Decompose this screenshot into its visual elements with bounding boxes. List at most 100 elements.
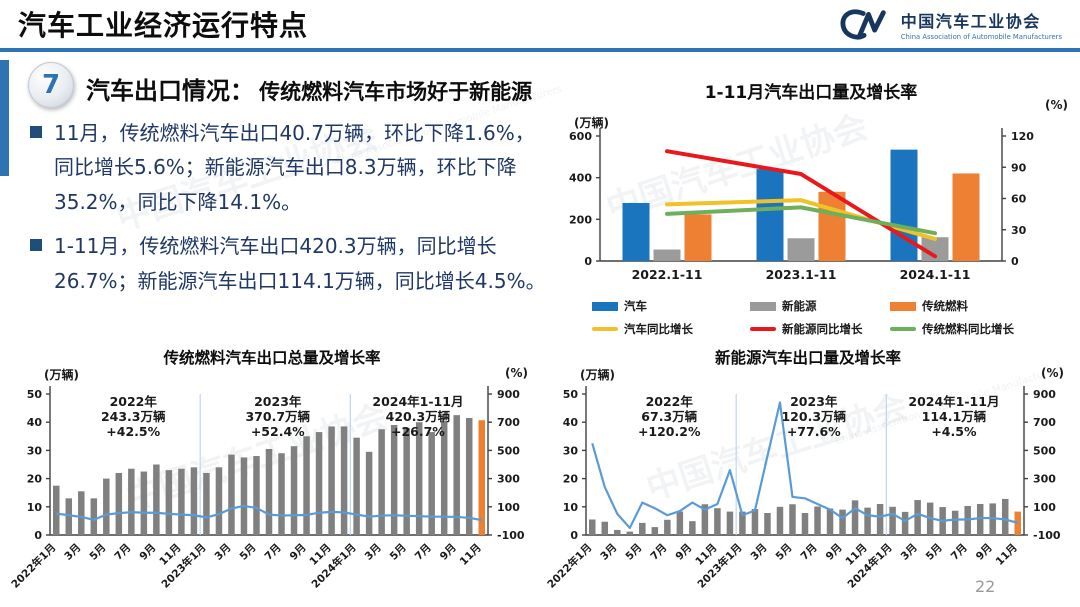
svg-text:20: 20	[563, 473, 579, 486]
svg-text:100: 100	[497, 501, 520, 514]
svg-text:50: 50	[563, 388, 579, 401]
bar	[589, 519, 596, 535]
svg-text:7月: 7月	[263, 542, 284, 563]
left-accent-stripe	[0, 60, 9, 176]
svg-text:+26.7%: +26.7%	[391, 424, 445, 439]
svg-text:7月: 7月	[112, 542, 133, 563]
bar	[914, 500, 921, 535]
bar	[428, 432, 435, 535]
bar	[921, 237, 949, 261]
bar	[78, 491, 85, 535]
bullet-item: 1-11月，传统燃料汽车出口420.3万辆，同比增长26.7%；新能源汽车出口1…	[30, 229, 546, 298]
bar	[976, 503, 984, 535]
bar	[478, 420, 485, 535]
bar	[851, 500, 859, 535]
bar	[651, 527, 659, 535]
section-number-badge: 7	[28, 62, 74, 108]
svg-text:7月: 7月	[799, 542, 820, 563]
svg-text:700: 700	[1033, 416, 1056, 429]
left-axis-unit: (万辆)	[580, 368, 615, 382]
svg-text:5月: 5月	[238, 542, 259, 563]
svg-text:3月: 3月	[598, 542, 619, 563]
svg-text:9月: 9月	[673, 542, 694, 563]
svg-text:100: 100	[1033, 501, 1056, 514]
svg-text:3月: 3月	[748, 542, 769, 563]
bar	[153, 464, 160, 535]
svg-text:5月: 5月	[623, 542, 644, 563]
svg-text:50: 50	[27, 388, 43, 401]
svg-text:300: 300	[1033, 473, 1056, 486]
bar	[952, 173, 980, 261]
svg-text:60: 60	[1011, 193, 1027, 206]
bar	[390, 425, 398, 535]
legend-swatch	[750, 327, 776, 331]
svg-text:400: 400	[569, 172, 592, 185]
svg-text:7月: 7月	[949, 542, 970, 563]
bar	[664, 519, 671, 535]
bar	[215, 467, 223, 535]
svg-text:2024年1-11月: 2024年1-11月	[372, 394, 463, 409]
svg-text:2023.1-11: 2023.1-11	[766, 267, 837, 282]
svg-text:11月: 11月	[458, 542, 484, 568]
growth-line	[665, 149, 937, 259]
bullet-text: 11月，传统燃料汽车出口40.7万辆，环比下降1.6%，同比增长5.6%；新能源…	[54, 121, 535, 214]
bar	[876, 503, 884, 535]
svg-text:10: 10	[563, 501, 579, 514]
right-axis-unit: (%)	[505, 366, 528, 380]
bar	[253, 456, 260, 535]
chart-title: 1-11月汽车出口量及增长率	[704, 83, 918, 103]
bar	[701, 504, 709, 535]
bar	[639, 522, 646, 535]
bullet-item: 11月，传统燃料汽车出口40.7万辆，环比下降1.6%，同比增长5.6%；新能源…	[30, 116, 546, 219]
svg-text:40: 40	[563, 416, 579, 429]
svg-text:0: 0	[1011, 255, 1019, 268]
chart-title: 传统燃料汽车出口总量及增长率	[163, 349, 381, 367]
org-name-en: China Association of Automobile Manufact…	[900, 32, 1062, 41]
bar	[278, 453, 285, 535]
svg-text:2023年: 2023年	[254, 394, 302, 409]
svg-text:700: 700	[497, 416, 520, 429]
legend-item: 传统燃料同比增长	[890, 321, 1070, 337]
bar	[626, 531, 634, 535]
svg-text:2024年1-11月: 2024年1-11月	[908, 394, 999, 409]
svg-text:0: 0	[570, 529, 578, 542]
legend-item: 汽车同比增长	[592, 321, 750, 337]
bar	[365, 451, 373, 535]
svg-text:9月: 9月	[974, 542, 995, 563]
bullet-square-icon	[30, 239, 42, 252]
section-number: 7	[41, 70, 61, 100]
bar	[818, 191, 846, 261]
bar	[340, 426, 348, 535]
growth-line	[56, 504, 482, 522]
svg-text:2022年1月: 2022年1月	[546, 541, 594, 591]
svg-text:+52.4%: +52.4%	[251, 424, 305, 439]
bar	[415, 422, 423, 535]
svg-text:67.3万辆: 67.3万辆	[641, 409, 697, 424]
bar	[303, 436, 310, 535]
svg-text:2022年: 2022年	[110, 394, 158, 409]
svg-text:30: 30	[563, 444, 579, 457]
svg-text:30: 30	[1011, 224, 1027, 237]
cm-logo-icon	[840, 9, 886, 40]
bar	[889, 506, 896, 535]
right-axis-unit: (%)	[1041, 366, 1064, 380]
bar	[622, 202, 650, 261]
svg-text:500: 500	[497, 444, 520, 457]
bullet-text: 1-11月，传统燃料汽车出口420.3万辆，同比增长26.7%；新能源汽车出口1…	[54, 234, 546, 293]
svg-text:900: 900	[497, 388, 520, 401]
bar	[653, 249, 681, 261]
svg-text:5月: 5月	[924, 542, 945, 563]
bar	[826, 508, 834, 535]
svg-text:2022.1-11: 2022.1-11	[632, 267, 703, 282]
svg-text:40: 40	[27, 416, 43, 429]
svg-text:120.3万辆: 120.3万辆	[781, 409, 846, 424]
svg-text:600: 600	[569, 130, 592, 143]
bar	[440, 420, 448, 535]
svg-text:2022年1月: 2022年1月	[10, 541, 58, 591]
section-title-sub: 传统燃料汽车市场好于新能源	[259, 80, 533, 104]
svg-text:-100: -100	[497, 529, 525, 542]
bar	[751, 509, 759, 535]
bar	[403, 427, 410, 535]
growth-line	[665, 205, 937, 236]
